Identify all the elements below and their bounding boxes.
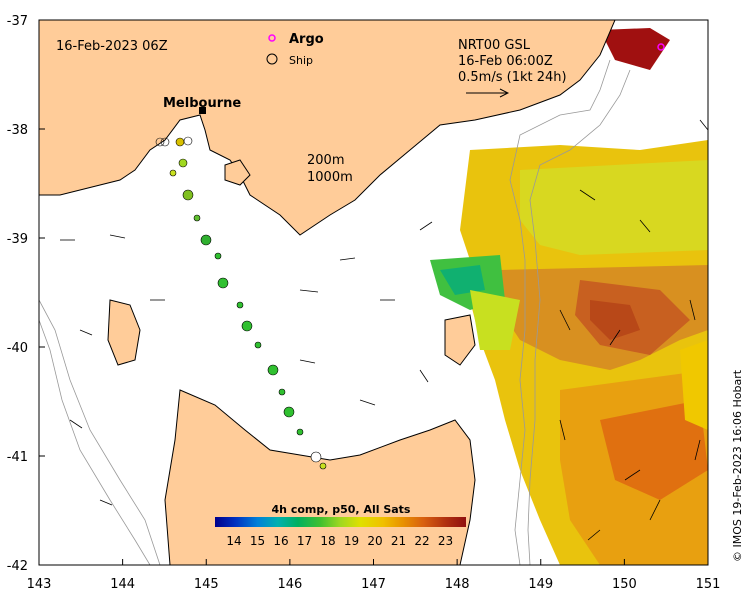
y-tick-label: -37 [7,14,28,29]
ship-track [155,136,327,470]
x-tick-label: 147 [361,577,386,592]
melbourne-marker [199,107,206,114]
y-tick-label: -42 [7,559,28,574]
product-line3: 0.5m/s (1kt 24h) [458,70,567,85]
x-tick-label: 149 [528,577,553,592]
colorbar-tick-label: 17 [297,534,312,548]
colorbar-tick-label: 20 [367,534,382,548]
ship-legend-label: Ship [289,54,313,67]
y-tick-label: -40 [7,341,28,356]
colorbar-tick-label: 15 [250,534,265,548]
colorbar-ticks: 14 15 16 17 18 19 20 21 22 23 [226,534,453,548]
colorbar-tick-label: 21 [391,534,406,548]
argo-legend-label: Argo [289,32,324,47]
bathymetry-contours [39,59,631,565]
ship-legend-icon [266,53,278,65]
product-line1: NRT00 GSL [458,38,531,53]
x-tick-label: 144 [110,577,135,592]
x-tick-label: 145 [194,577,219,592]
x-tick-label: 150 [612,577,637,592]
scale-arrow [466,88,510,98]
colorbar-tick-label: 16 [273,534,288,548]
argo-float-marker [657,43,665,51]
colorbar [215,517,466,527]
x-tick-label: 143 [27,577,52,592]
current-vectors [60,119,708,541]
x-tick-label: 151 [696,577,721,592]
contour-label-1000m: 1000m [307,170,353,185]
x-axis: 143 144 145 146 147 148 149 150 151 [27,559,721,592]
colorbar-tick-label: 14 [226,534,241,548]
colorbar-tick-label: 19 [344,534,359,548]
y-tick-label: -39 [7,232,28,247]
date-label: 16-Feb-2023 06Z [56,39,168,54]
x-tick-label: 148 [445,577,470,592]
credit-label: © IMOS 19-Feb-2023 16:06 Hobart [731,369,744,562]
colorbar-tick-label: 22 [414,534,429,548]
contour-label-200m: 200m [307,153,344,168]
y-axis: -37 -38 -39 -40 -41 -42 [7,14,45,574]
argo-legend-icon [268,34,276,42]
y-tick-label: -38 [7,123,28,138]
colorbar-tick-label: 18 [320,534,335,548]
product-line2: 16-Feb 06:00Z [458,54,553,69]
x-tick-label: 146 [277,577,302,592]
colorbar-title: 4h comp, p50, All Sats [272,503,411,516]
city-label-melbourne: Melbourne [163,96,241,111]
y-tick-label: -41 [7,450,28,465]
colorbar-tick-label: 23 [438,534,453,548]
